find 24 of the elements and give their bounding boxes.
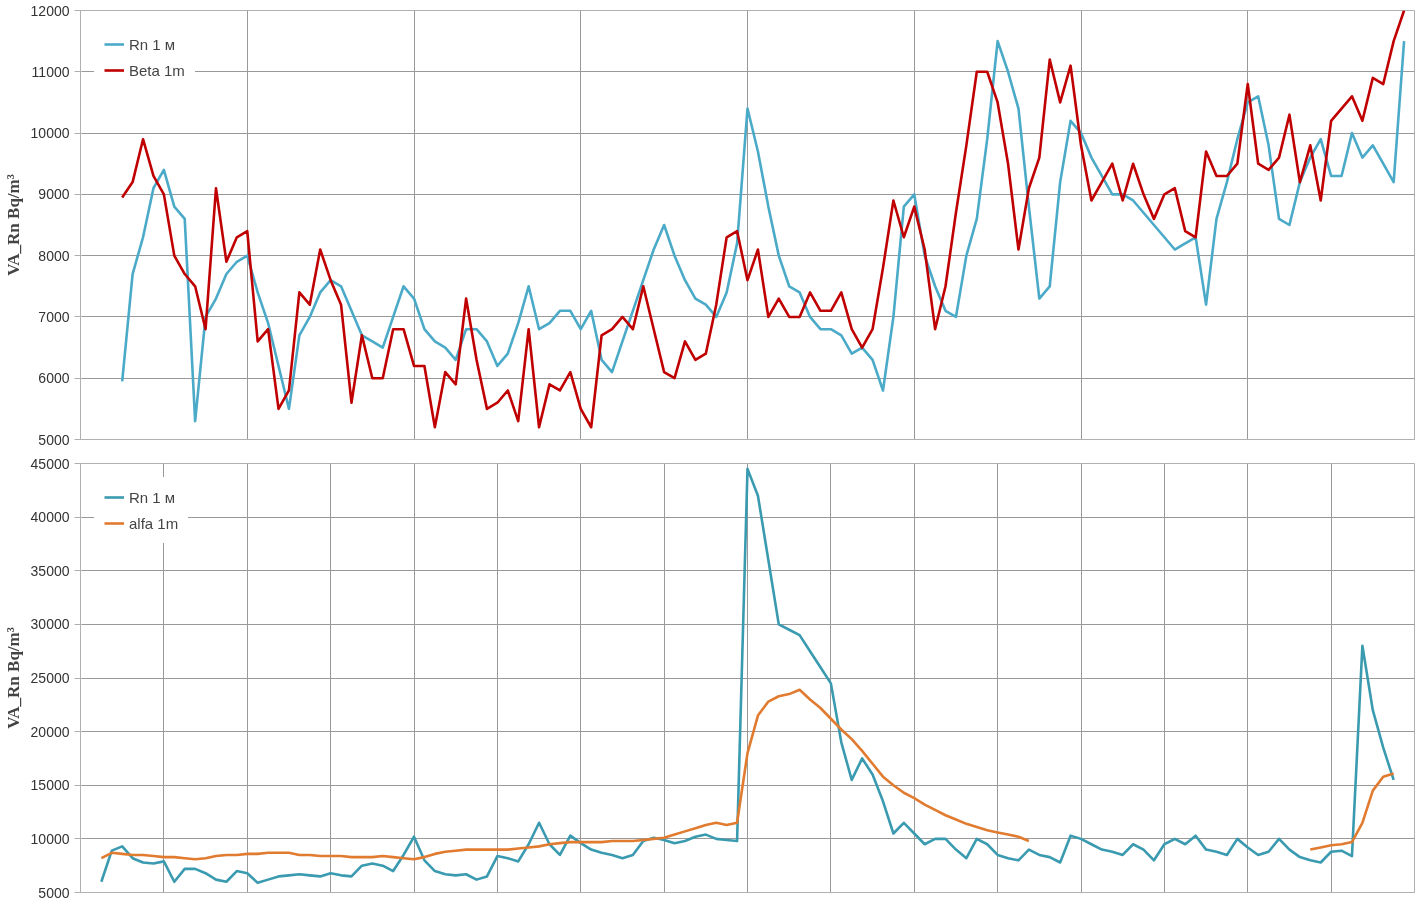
y-tick-label: 35000 [30,562,70,579]
y-tick-label: 6000 [38,370,70,387]
legend-label: alfa 1m [129,514,179,532]
y-tick-label: 30000 [30,616,70,633]
y-tick-label: 5000 [38,431,70,448]
line-series [100,467,1395,885]
legend-label: Rn 1 м [129,488,176,506]
legend-label: Beta 1m [129,61,185,79]
y-axis-title: VA_Rn Bq/m³ [3,627,23,729]
y-tick-label: 10000 [30,830,70,847]
y-tick-label: 15000 [30,777,70,794]
y-tick-label: 12000 [30,2,70,19]
y-tick-label: 11000 [31,63,70,80]
y-tick-label: 10000 [30,125,70,142]
y-tick-label: 25000 [30,670,70,686]
y-tick-label: 40000 [30,509,70,526]
y-tick-label: 45000 [30,455,70,472]
y-tick-label: 7000 [38,308,70,325]
legend-label: Rn 1 м [129,35,176,53]
y-tick-label: 5000 [38,884,70,901]
y-axis-title: VA_Rn Bq/m³ [3,174,23,276]
y-tick-label: 20000 [30,723,70,740]
y-tick-label: 9000 [38,186,70,203]
y-tick-label: 8000 [38,247,70,264]
